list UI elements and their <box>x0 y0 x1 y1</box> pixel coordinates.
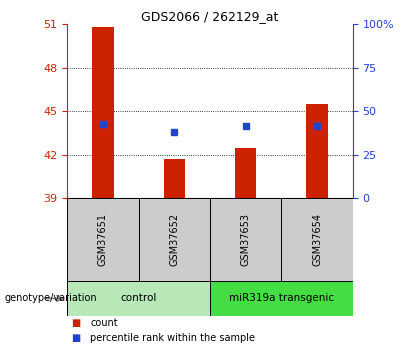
Bar <box>210 281 353 316</box>
Bar <box>92 27 114 198</box>
Title: GDS2066 / 262129_at: GDS2066 / 262129_at <box>141 10 279 23</box>
Text: ■: ■ <box>71 333 81 343</box>
Bar <box>281 198 353 281</box>
Text: GSM37654: GSM37654 <box>312 213 322 266</box>
Text: GSM37652: GSM37652 <box>169 213 179 266</box>
Text: ■: ■ <box>71 318 81 327</box>
Bar <box>164 159 185 198</box>
Text: miR319a transgenic: miR319a transgenic <box>229 294 334 303</box>
Text: genotype/variation: genotype/variation <box>4 294 97 303</box>
Text: count: count <box>90 318 118 327</box>
Bar <box>139 198 210 281</box>
Bar <box>307 104 328 198</box>
Text: GSM37653: GSM37653 <box>241 213 251 266</box>
Text: control: control <box>121 294 157 303</box>
Bar <box>235 148 256 198</box>
Text: GSM37651: GSM37651 <box>98 213 108 266</box>
Bar <box>67 198 139 281</box>
Text: percentile rank within the sample: percentile rank within the sample <box>90 333 255 343</box>
Bar <box>210 198 281 281</box>
Bar <box>67 281 210 316</box>
